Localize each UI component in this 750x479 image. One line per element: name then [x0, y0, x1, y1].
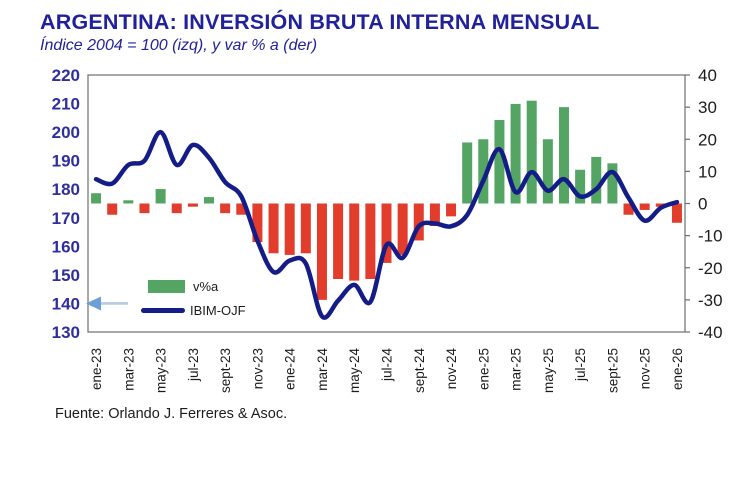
right-axis-tick-label: -40	[698, 323, 723, 342]
bar	[316, 203, 327, 300]
x-axis-tick-label: sept-23	[218, 348, 233, 393]
x-axis-tick-label: ene-24	[283, 348, 298, 391]
x-axis-tick-label: mar-23	[121, 348, 136, 391]
left-arrow-icon	[86, 296, 101, 311]
right-axis-tick-label: -30	[698, 291, 723, 310]
legend-item-line: IBIM-OJF	[141, 303, 246, 318]
x-axis-tick-label: sept-24	[412, 348, 427, 394]
x-axis-tick-label: sept-25	[605, 348, 620, 393]
x-axis-tick-label: nov-24	[444, 348, 459, 390]
left-axis-tick-label: 200	[52, 123, 80, 142]
x-axis-tick-label: jul-24	[380, 348, 395, 383]
bar	[300, 203, 311, 254]
bar-series-swatch	[148, 280, 185, 293]
bar	[365, 203, 376, 279]
bar	[139, 203, 150, 214]
bar	[639, 203, 650, 210]
x-axis-tick-label: may-23	[154, 348, 169, 393]
x-axis-tick-label: may-24	[347, 348, 362, 394]
bar	[526, 100, 537, 204]
bar	[510, 103, 521, 204]
x-axis-tick-label: may-25	[541, 348, 556, 393]
x-axis-tick-label: mar-24	[315, 348, 330, 391]
bar	[107, 203, 118, 215]
bar	[462, 142, 473, 204]
right-axis-tick-label: 40	[698, 66, 717, 85]
left-axis-tick-label: 220	[52, 66, 80, 85]
left-axis-tick-label: 150	[52, 266, 80, 285]
left-axis-tick-label: 130	[52, 323, 80, 342]
bar	[413, 203, 424, 241]
bar	[655, 203, 666, 207]
bar	[171, 203, 182, 214]
bar	[349, 203, 360, 281]
bar	[542, 139, 553, 204]
bar	[671, 203, 682, 223]
chart-legend: v%a IBIM-OJF	[141, 279, 246, 318]
right-axis-tick-label: -20	[698, 259, 723, 278]
x-axis-tick-label: mar-25	[509, 348, 524, 391]
left-axis-tick-label: 170	[52, 209, 80, 228]
legend-label-bars: v%a	[193, 279, 219, 294]
bar	[446, 203, 457, 217]
bar	[220, 203, 231, 214]
bar	[268, 203, 279, 254]
bar	[155, 189, 166, 204]
x-axis-tick-label: jul-23	[186, 348, 201, 382]
left-axis-tick-label: 190	[52, 152, 80, 171]
page-subtitle: Índice 2004 = 100 (izq), y var % a (der)	[40, 37, 318, 54]
legend-item-bars: v%a	[141, 279, 246, 294]
right-axis-tick-label: 20	[698, 130, 717, 149]
bar	[429, 203, 440, 226]
bar	[381, 203, 392, 263]
left-axis-tick-label: 140	[52, 294, 80, 313]
bar	[558, 107, 569, 204]
bar	[284, 203, 295, 255]
bar	[478, 139, 489, 204]
line-series-swatch	[141, 308, 185, 313]
x-axis-tick-label: ene-26	[670, 348, 685, 390]
right-axis-tick-label: 0	[698, 195, 707, 214]
x-axis-tick-label: nov-25	[638, 348, 653, 389]
bar	[123, 200, 134, 204]
right-axis-tick-label: 10	[698, 162, 717, 181]
bar	[607, 163, 618, 204]
x-axis-tick-label: nov-23	[250, 348, 265, 389]
source-note: Fuente: Orlando J. Ferreres & Asoc.	[55, 406, 288, 422]
bar	[204, 197, 215, 204]
bar	[623, 203, 634, 215]
bar	[591, 156, 602, 204]
x-axis-tick-label: ene-23	[89, 348, 104, 390]
bar	[494, 119, 505, 204]
ibim-ojf-line	[93, 129, 680, 320]
right-axis-tick-label: 30	[698, 98, 717, 117]
bar	[333, 203, 344, 279]
bar	[252, 203, 263, 243]
x-axis-tick-label: ene-25	[476, 348, 491, 390]
bar	[575, 169, 586, 204]
x-axis-tick-label: jul-25	[573, 348, 588, 382]
left-axis-tick-label: 160	[52, 237, 80, 256]
bar	[187, 203, 198, 207]
bar	[91, 193, 102, 204]
bar	[236, 203, 247, 215]
page-title: ARGENTINA: INVERSIÓN BRUTA INTERNA MENSU…	[40, 10, 600, 34]
left-axis-tick-label: 210	[52, 95, 80, 114]
bar	[397, 203, 408, 255]
right-axis-tick-label: -10	[698, 227, 723, 246]
legend-label-line: IBIM-OJF	[190, 303, 246, 318]
left-axis-tick-label: 180	[52, 180, 80, 199]
